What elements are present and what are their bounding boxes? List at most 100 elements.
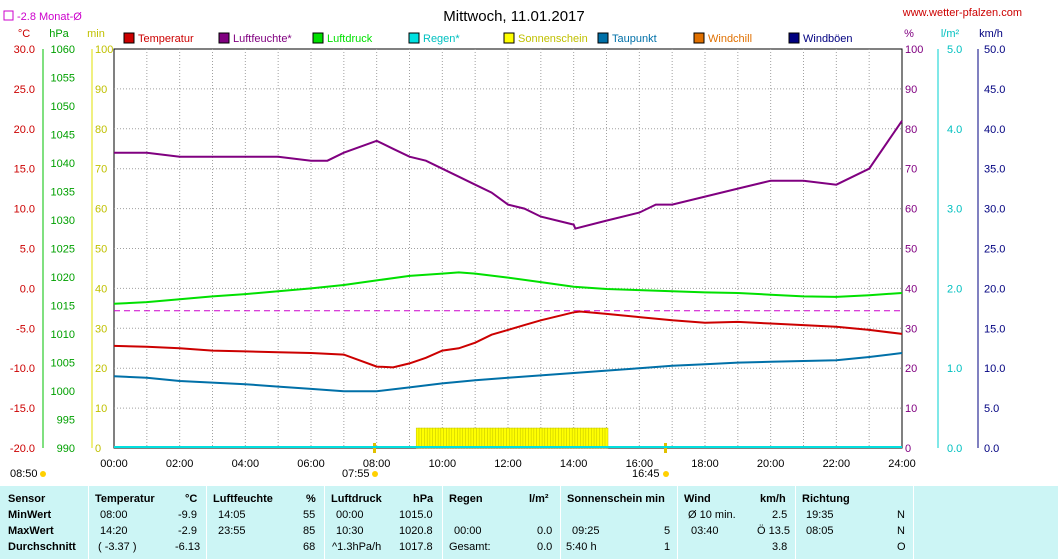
- stats-max-rain-time: 00:00: [454, 525, 482, 537]
- stats-max-label: MaxWert: [8, 525, 54, 537]
- stats-min-press-time: 00:00: [336, 509, 364, 521]
- temperature-tick: -20.0: [10, 443, 35, 455]
- chart-title: Mittwoch, 11.01.2017: [443, 8, 584, 25]
- stats-avg-press: 1017.8: [399, 541, 433, 553]
- pressure-tick: 1005: [51, 358, 75, 370]
- stats-avg-dir: O: [897, 541, 906, 553]
- stats-max-hum-time: 23:55: [218, 525, 246, 537]
- minutes-tick: 10: [95, 403, 107, 415]
- stats-table: Sensor Temperatur °C Luftfeuchte % Luftd…: [0, 486, 1058, 559]
- legend-swatch: [503, 32, 515, 44]
- pressure-tick: 1060: [51, 44, 75, 56]
- series-line: [113, 271, 903, 305]
- pressure-tick: 1035: [51, 187, 75, 199]
- minutes-tick: 90: [95, 84, 107, 96]
- legend-swatch: [693, 32, 705, 44]
- legend-label: Temperatur: [138, 33, 194, 45]
- legend-label: Luftfeuchte*: [233, 33, 292, 45]
- wind-tick: 5.0: [984, 403, 999, 415]
- sunshine-bar: [604, 427, 609, 449]
- x-tick: 18:00: [691, 458, 719, 470]
- pressure-tick: 1025: [51, 244, 75, 256]
- temperature-tick: 20.0: [14, 124, 35, 136]
- temperature-tick: 0.0: [20, 283, 35, 295]
- x-tick: 12:00: [494, 458, 522, 470]
- stats-header-rain-unit: l/m²: [529, 493, 549, 505]
- minutes-tick: 0: [95, 443, 101, 455]
- month-avg-label: -2.8 Monat-Ø: [17, 11, 82, 23]
- humidity-tick: 30: [905, 323, 917, 335]
- temperature-tick: -15.0: [10, 403, 35, 415]
- legend-label: Sonnenschein: [518, 33, 588, 45]
- stats-avg-press-time: ^1.3hPa/h: [332, 541, 382, 553]
- legend-label: Windchill: [708, 33, 752, 45]
- rain-tick: 1.0: [947, 363, 962, 375]
- wind-tick: 20.0: [984, 283, 1005, 295]
- humidity-tick: 60: [905, 204, 917, 216]
- stats-header-dir: Richtung: [802, 493, 850, 505]
- humidity-tick: 100: [905, 44, 923, 56]
- legend-swatch: [218, 32, 230, 44]
- pressure-tick: 1030: [51, 215, 75, 227]
- wind-tick: 15.0: [984, 323, 1005, 335]
- pressure-tick: 1010: [51, 329, 75, 341]
- stats-max-sun-time: 09:25: [572, 525, 600, 537]
- sunrise-label: 07:55: [342, 468, 370, 480]
- stats-header-wind: Wind: [684, 493, 711, 505]
- humidity-tick: 40: [905, 283, 917, 295]
- stats-header-hum-unit: %: [306, 493, 316, 505]
- stats-min-hum-time: 14:05: [218, 509, 246, 521]
- x-tick: 02:00: [166, 458, 194, 470]
- wind-tick: 10.0: [984, 363, 1005, 375]
- x-tick: 04:00: [232, 458, 260, 470]
- stats-max-press: 1020.8: [399, 525, 433, 537]
- weather-chart: Mittwoch, 11.01.2017 www.wetter-pfalzen.c…: [3, 7, 1022, 480]
- rain-tick: 5.0: [947, 44, 962, 56]
- stats-avg-sun-time: 5:40 h: [566, 541, 597, 553]
- sunset-label: 16:45: [632, 468, 660, 480]
- rain-tick: 2.0: [947, 283, 962, 295]
- minutes-tick: 80: [95, 124, 107, 136]
- temperature-tick: 15.0: [14, 164, 35, 176]
- sunrise-icon: [372, 471, 378, 477]
- x-tick: 14:00: [560, 458, 588, 470]
- wind-tick: 30.0: [984, 204, 1005, 216]
- x-tick: 24:00: [888, 458, 916, 470]
- unit-rain: l/m²: [941, 28, 960, 40]
- stats-max-wind-time: 03:40: [691, 525, 719, 537]
- unit-pressure: hPa: [49, 28, 69, 40]
- stats-avg-sun: 1: [664, 541, 671, 553]
- pressure-tick: 995: [57, 415, 75, 427]
- legend-label: Luftdruck: [327, 33, 373, 45]
- stats-min-wind-time: Ø 10 min.: [688, 509, 736, 521]
- stats-avg-temp-time: ( -3.37 ): [98, 541, 137, 553]
- stats-min-hum: 55: [303, 509, 316, 521]
- series-line: [114, 120, 903, 230]
- temperature-tick: 30.0: [14, 44, 35, 56]
- stats-max-press-time: 10:30: [336, 525, 364, 537]
- stats-header-temp: Temperatur: [95, 493, 155, 505]
- wind-tick: 45.0: [984, 84, 1005, 96]
- series-line: [113, 352, 903, 393]
- stats-avg-temp: -6.13: [175, 541, 201, 553]
- minutes-tick: 30: [95, 323, 107, 335]
- stats-min-dir-time: 19:35: [806, 509, 834, 521]
- wind-tick: 40.0: [984, 124, 1005, 136]
- legend-swatch: [408, 32, 420, 44]
- x-tick: 20:00: [757, 458, 785, 470]
- x-tick: 16:00: [626, 458, 654, 470]
- x-tick: 22:00: [823, 458, 851, 470]
- humidity-tick: 80: [905, 124, 917, 136]
- pressure-tick: 1015: [51, 301, 75, 313]
- x-tick: 10:00: [429, 458, 457, 470]
- unit-temperature: °C: [18, 28, 30, 40]
- humidity-tick: 50: [905, 244, 917, 256]
- pressure-tick: 1000: [51, 386, 75, 398]
- rain-tick: 4.0: [947, 124, 962, 136]
- pressure-tick: 1045: [51, 130, 75, 142]
- humidity-tick: 70: [905, 164, 917, 176]
- stats-max-temp: -2.9: [178, 525, 197, 537]
- stats-avg-rain-time: Gesamt:: [449, 541, 491, 553]
- unit-minutes: min: [87, 28, 105, 40]
- legend-swatch: [788, 32, 800, 44]
